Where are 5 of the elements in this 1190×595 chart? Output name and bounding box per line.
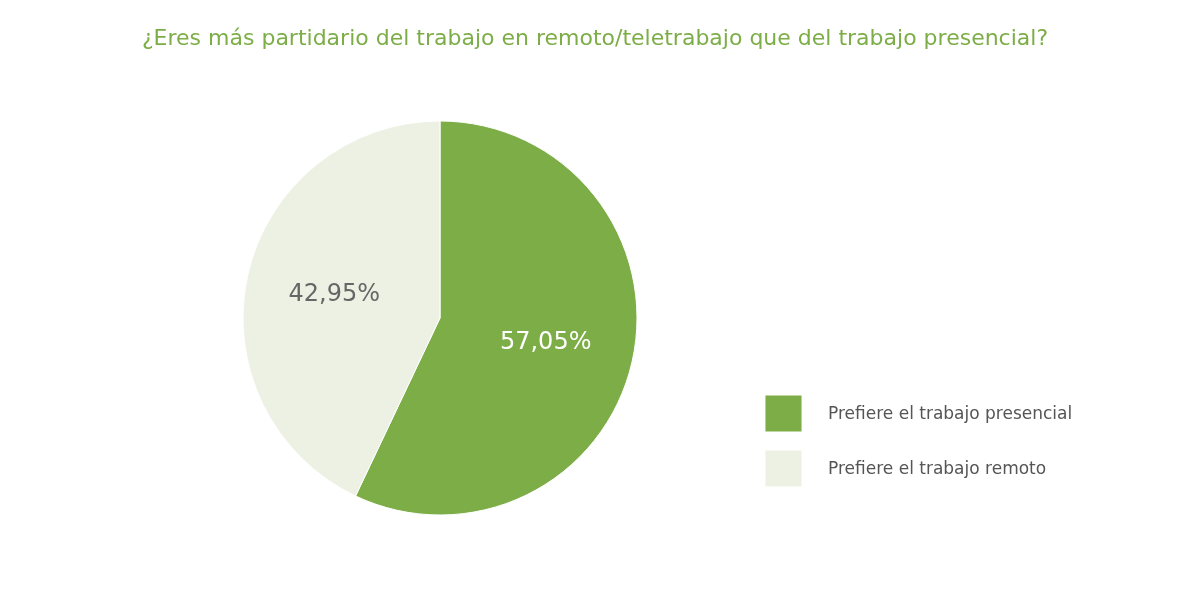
- legend-label: Prefiere el trabajo remoto: [828, 457, 1047, 478]
- data-label: 57,05%: [499, 326, 592, 355]
- data-label: 42,95%: [288, 279, 381, 308]
- legend-label: Prefiere el trabajo presencial: [828, 402, 1073, 423]
- chart-title: ¿Eres más partidario del trabajo en remoto/teletrabajo que del trabajo presencial?: [141, 25, 1049, 50]
